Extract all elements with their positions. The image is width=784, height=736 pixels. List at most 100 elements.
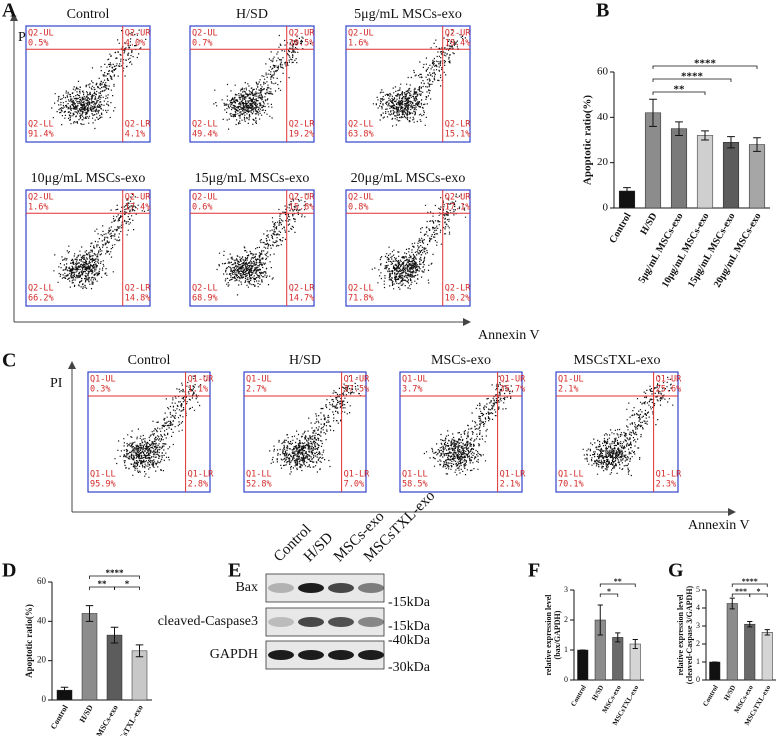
quadrant-name: Q1-UL bbox=[402, 375, 428, 385]
significance-bracket bbox=[731, 583, 768, 587]
bar bbox=[722, 142, 740, 209]
panel-label: F bbox=[528, 560, 540, 582]
blot-band bbox=[358, 650, 384, 660]
significance-label: **** bbox=[742, 577, 758, 586]
plot-title: MSCsTXL-exo bbox=[573, 353, 660, 368]
y-tick-label: 20 bbox=[37, 655, 47, 665]
quadrant-name: Q1-UR bbox=[656, 375, 682, 385]
y-tick-label: 60 bbox=[37, 576, 47, 586]
quadrant-value: 0.8% bbox=[348, 203, 368, 213]
blot-band bbox=[328, 583, 354, 593]
error-bar bbox=[597, 604, 603, 636]
y-tick-label: 0 bbox=[42, 694, 47, 704]
quadrant-value: 95.9% bbox=[90, 480, 116, 490]
quadrant-value: 52.8% bbox=[246, 480, 272, 490]
bar bbox=[629, 643, 641, 681]
blot-band bbox=[298, 650, 324, 660]
y-tick-label: 20 bbox=[597, 156, 609, 168]
quadrant-value: 35.7% bbox=[500, 385, 526, 395]
y-tick-label: 0 bbox=[696, 675, 700, 684]
y-axis-label: Apoptotic ratio(%) bbox=[24, 604, 34, 678]
error-bar bbox=[615, 632, 621, 643]
quadrant-value: 15.8% bbox=[289, 203, 315, 213]
error-bar bbox=[747, 621, 753, 628]
panel-label: E bbox=[228, 560, 241, 582]
quadrant-name: Q1-LR bbox=[500, 470, 526, 480]
error-bar bbox=[729, 597, 735, 610]
error-bar bbox=[110, 626, 119, 644]
quadrant-name: Q1-UL bbox=[558, 375, 584, 385]
significance-label: **** bbox=[681, 71, 704, 83]
quadrant-value: 17.1% bbox=[445, 203, 471, 213]
event-cloud bbox=[269, 375, 361, 475]
error-bar bbox=[632, 639, 638, 649]
y-axis-label: (cleaved-Caspase 3/GAPDH) bbox=[685, 585, 694, 684]
quadrant-name: Q2-LL bbox=[192, 284, 218, 294]
event-cloud bbox=[51, 29, 147, 130]
error-bar bbox=[85, 605, 94, 622]
plot-title: 15μg/mL MSCs-exo bbox=[195, 171, 310, 186]
significance-label: **** bbox=[694, 58, 717, 70]
significance-bracket bbox=[652, 78, 732, 82]
quadrant-name: Q2-LR bbox=[289, 120, 315, 130]
y-tick-label: 60 bbox=[597, 66, 609, 78]
quadrant-value: 4.0% bbox=[125, 39, 145, 49]
error-bar bbox=[727, 136, 735, 149]
marker-label: -30kDa bbox=[388, 660, 431, 675]
quadrant-value: 71.8% bbox=[348, 294, 374, 304]
quadrant-value: 2.3% bbox=[656, 480, 676, 490]
event-cloud bbox=[372, 29, 466, 127]
quadrant-name: Q2-LR bbox=[125, 284, 151, 294]
blot-band bbox=[358, 617, 384, 627]
blot-strip bbox=[265, 607, 385, 637]
bar bbox=[644, 112, 662, 209]
blot-band bbox=[268, 650, 294, 660]
quadrant-value: 25.6% bbox=[656, 385, 682, 395]
bar bbox=[726, 603, 738, 681]
x-tick-label: Control bbox=[607, 211, 633, 245]
plot-title: H/SD bbox=[236, 7, 268, 22]
quadrant-value: 68.9% bbox=[192, 294, 218, 304]
plot-frame bbox=[555, 371, 679, 493]
bar bbox=[81, 613, 98, 701]
significance-label: *** bbox=[735, 587, 747, 596]
blot-row-label: Bax bbox=[235, 580, 258, 595]
plot-title: Control bbox=[128, 353, 171, 368]
quadrant-name: Q1-LR bbox=[188, 470, 214, 480]
bar bbox=[761, 632, 773, 681]
y-axis-label: PI bbox=[50, 376, 63, 391]
quadrant-name: Q1-LL bbox=[558, 470, 584, 480]
bar bbox=[696, 135, 714, 209]
quadrant-value: 3.7% bbox=[402, 385, 422, 395]
significance-label: ** bbox=[614, 577, 622, 586]
blot-row-label: cleaved-Caspase3 bbox=[158, 614, 258, 629]
panel-label: D bbox=[2, 560, 16, 582]
blot-band bbox=[298, 583, 324, 593]
plot-title: 20μg/mL MSCs-exo bbox=[351, 171, 466, 186]
significance-label: ** bbox=[98, 579, 108, 589]
quadrant-name: Q1-UR bbox=[344, 375, 370, 385]
plot-frame bbox=[399, 371, 523, 493]
error-bar bbox=[764, 629, 770, 636]
quadrant-name: Q2-UL bbox=[348, 193, 374, 203]
x-tick-label: H/SD bbox=[722, 684, 737, 702]
blot-band bbox=[328, 650, 354, 660]
quadrant-name: Q2-LL bbox=[192, 120, 218, 130]
panel-label: B bbox=[596, 0, 609, 22]
quadrant-value: 7.0% bbox=[344, 480, 364, 490]
significance-label: * bbox=[125, 579, 130, 589]
y-tick-label: 0 bbox=[603, 202, 609, 214]
y-tick-label: 3 bbox=[564, 585, 568, 594]
quadrant-value: 2.1% bbox=[500, 480, 520, 490]
y-tick-label: 5 bbox=[696, 585, 700, 594]
significance-bracket bbox=[599, 593, 619, 597]
quadrant-value: 1.6% bbox=[28, 203, 48, 213]
quadrant-name: Q2-LL bbox=[28, 284, 54, 294]
significance-label: ** bbox=[674, 84, 686, 96]
quadrant-value: 0.5% bbox=[28, 39, 48, 49]
quadrant-value: 49.4% bbox=[192, 130, 218, 140]
significance-bracket bbox=[652, 91, 706, 95]
error-bar bbox=[135, 644, 144, 658]
error-bar bbox=[701, 130, 709, 141]
